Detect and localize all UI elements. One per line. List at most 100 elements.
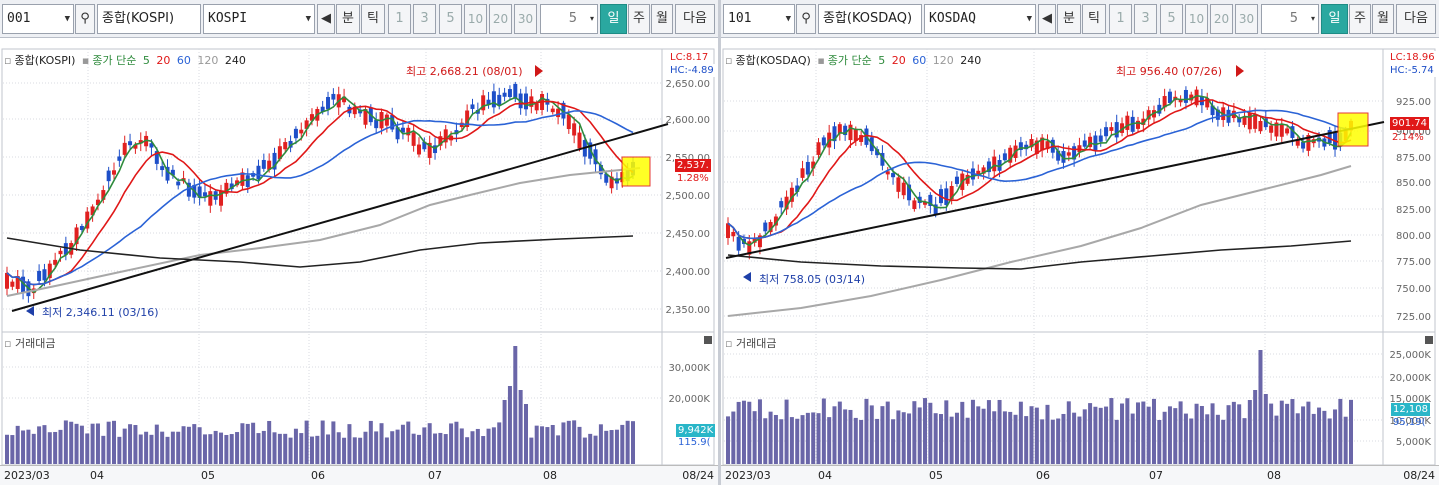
period-1[interactable]: 1: [1109, 4, 1132, 34]
tab-month[interactable]: 월: [651, 4, 673, 34]
month-label: 07: [1149, 469, 1163, 482]
chevron-down-icon[interactable]: ▼: [64, 14, 70, 24]
volume-bar: [917, 407, 922, 464]
index-select[interactable]: KOSPI ▼: [203, 4, 315, 34]
volume-bar: [1194, 403, 1199, 464]
candle-body: [853, 128, 858, 141]
volume-bar: [907, 413, 912, 464]
volume-bar: [422, 427, 427, 464]
candle-body: [598, 164, 603, 175]
period-20[interactable]: 20: [489, 4, 512, 34]
tab-week[interactable]: 주: [628, 4, 650, 34]
candle-body: [593, 149, 598, 165]
chevron-down-icon[interactable]: ▾: [589, 14, 594, 23]
volume-bar: [763, 418, 768, 464]
candle-body: [997, 160, 1002, 171]
volume-bar: [631, 421, 635, 464]
candle-body: [949, 185, 954, 200]
ma60-line: [727, 109, 1352, 240]
volume-bar: [1045, 404, 1050, 464]
month-label: 07: [428, 469, 442, 482]
code-select[interactable]: 001 ▼: [2, 4, 74, 34]
period-3[interactable]: 3: [1134, 4, 1157, 34]
price-tick-label: 2,350.00: [665, 305, 710, 316]
chart-frame: [722, 48, 1436, 465]
volume-bar: [588, 433, 593, 464]
period-minute[interactable]: 분: [336, 4, 360, 34]
period-30[interactable]: 30: [514, 4, 537, 34]
period-10[interactable]: 10: [464, 4, 487, 34]
candle-body: [443, 129, 448, 143]
period-5[interactable]: 5: [1160, 4, 1183, 34]
volume-bar: [1109, 398, 1114, 464]
candle-body: [1056, 150, 1061, 161]
period-20[interactable]: 20: [1210, 4, 1233, 34]
chevron-down-icon[interactable]: ▾: [1310, 14, 1315, 23]
candle-body: [992, 156, 997, 172]
candle-body: [288, 140, 293, 148]
period-minute[interactable]: 분: [1057, 4, 1081, 34]
volume-bar: [309, 436, 314, 464]
volume-tick-label: 20,000K: [1389, 373, 1431, 384]
volume-bar: [336, 432, 341, 464]
candle-body: [609, 176, 614, 189]
volume-bar: [1151, 398, 1156, 464]
chevron-down-icon[interactable]: ▼: [305, 14, 311, 24]
price-tick-label: 850.00: [1396, 178, 1431, 189]
volume-bar: [245, 423, 250, 464]
volume-ma-tag: 95,19(: [1393, 417, 1426, 428]
kospi-candle-chart[interactable]: 2,650.00 2,600.00 2,550.00 2,500.00 2,450.00…: [0, 0, 718, 465]
legend-ma120: 120: [197, 54, 219, 67]
volume-bar: [1306, 401, 1311, 464]
volume-bar: [63, 420, 68, 464]
volume-bar: [566, 420, 571, 464]
period-1[interactable]: 1: [388, 4, 411, 34]
candle-body: [37, 270, 42, 281]
chevron-down-icon[interactable]: ▼: [785, 14, 791, 24]
period-10[interactable]: 10: [1185, 4, 1208, 34]
month-label: 06: [1036, 469, 1050, 482]
volume-bar: [1338, 398, 1343, 464]
period-30[interactable]: 30: [1235, 4, 1258, 34]
panel-divider[interactable]: [718, 0, 721, 485]
low-marker-icon: [743, 272, 751, 282]
high-note: 최고 2,668.21 (08/01): [406, 65, 523, 78]
index-select[interactable]: KOSDAQ ▼: [924, 4, 1036, 34]
index-value: KOSPI: [208, 11, 248, 26]
kosdaq-candle-chart[interactable]: 925.00 900.00 875.00 850.00 825.00 800.00 775.…: [721, 0, 1439, 465]
candle-body: [416, 144, 421, 155]
price-tick-label: 825.00: [1396, 205, 1431, 216]
volume-tick-label: 15,000K: [1389, 394, 1431, 405]
tab-month[interactable]: 월: [1372, 4, 1394, 34]
chevron-down-icon[interactable]: ▼: [1026, 14, 1032, 24]
kosdaq-chart-panel: 101 ▼ ⚲ 종합(KOSDAQ) KOSDAQ ▼ ◀ 분 틱 1 3 5 10…: [721, 0, 1439, 485]
search-button[interactable]: ⚲: [75, 4, 95, 34]
interval-stepper[interactable]: 5 ▾: [1261, 4, 1319, 34]
tab-day[interactable]: 일: [600, 4, 627, 34]
volume-bar: [529, 437, 534, 464]
search-button[interactable]: ⚲: [796, 4, 816, 34]
tab-week[interactable]: 주: [1349, 4, 1371, 34]
volume-bar: [1258, 350, 1263, 464]
volume-bar: [74, 423, 79, 464]
tab-day[interactable]: 일: [1321, 4, 1348, 34]
code-select[interactable]: 101 ▼: [723, 4, 795, 34]
period-5[interactable]: 5: [439, 4, 462, 34]
prev-button[interactable]: ◀: [317, 4, 335, 34]
next-button[interactable]: 다음: [1396, 4, 1436, 34]
volume-bar: [1061, 413, 1066, 464]
prev-button[interactable]: ◀: [1038, 4, 1056, 34]
hc-label: HC:-5.74: [1388, 64, 1436, 77]
kosdaq-toolbar: 101 ▼ ⚲ 종합(KOSDAQ) KOSDAQ ▼ ◀ 분 틱 1 3 5 10…: [721, 0, 1439, 38]
period-tick[interactable]: 틱: [1082, 4, 1106, 34]
candle-body: [1125, 115, 1130, 130]
period-tick[interactable]: 틱: [361, 4, 385, 34]
candle-body: [523, 93, 528, 110]
candle-body: [299, 129, 304, 134]
period-3[interactable]: 3: [413, 4, 436, 34]
volume-bar: [299, 433, 304, 464]
volume-bar: [837, 401, 842, 464]
interval-stepper[interactable]: 5 ▾: [540, 4, 598, 34]
ma240-line: [727, 240, 1352, 270]
next-button[interactable]: 다음: [675, 4, 715, 34]
